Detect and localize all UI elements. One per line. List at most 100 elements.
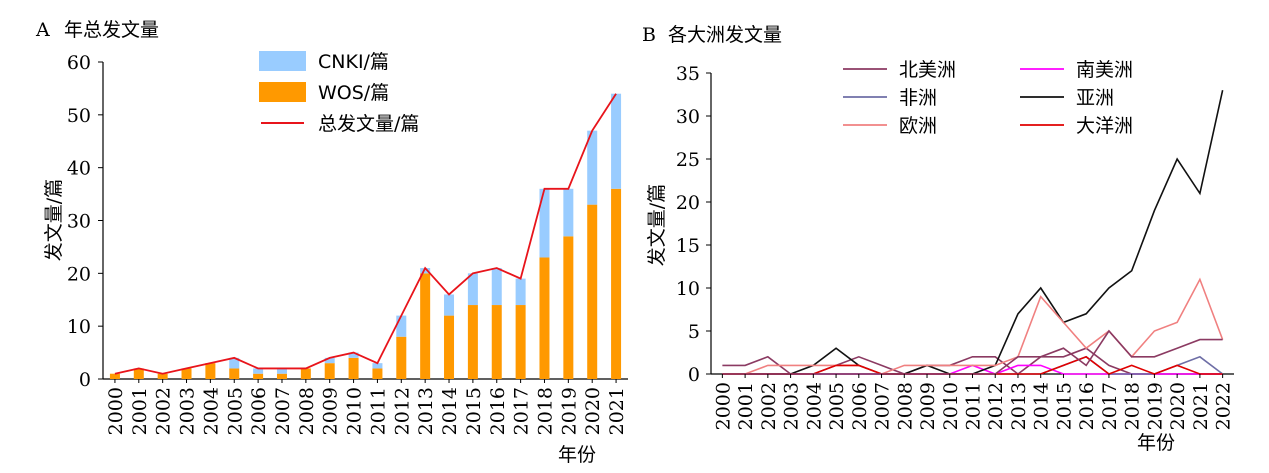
bar-cnki-2016: [491, 268, 502, 306]
bar-wos-2012: [396, 336, 407, 379]
legend-swatch-cnki: [259, 51, 306, 71]
x-tick-label: 2015: [1053, 382, 1075, 430]
bar-wos-2001: [133, 368, 144, 379]
x-tick-label: 2021: [606, 387, 628, 435]
x-tick-label: 2008: [296, 387, 318, 435]
x-tick-label: 2003: [177, 387, 199, 435]
x-tick-label: 2018: [534, 387, 556, 435]
bar-wos-2007: [276, 373, 287, 379]
x-tick-label: 2013: [415, 387, 437, 435]
y-tick-label: 50: [67, 105, 91, 127]
line-北美洲: [722, 347, 1223, 376]
y-tick-label: 15: [676, 235, 700, 257]
line-亚洲: [722, 90, 1224, 375]
panel-a-label: A: [35, 19, 50, 41]
x-tick-label: 2011: [963, 382, 985, 430]
line-extra-0: [722, 329, 1223, 375]
line-南美洲: [722, 364, 1223, 375]
bar-cnki-2014: [444, 294, 455, 316]
bar-cnki-2011: [372, 363, 383, 369]
y-tick-label: 40: [67, 158, 91, 180]
legend-label: 非洲: [899, 87, 937, 109]
x-tick-label: 2020: [1167, 382, 1189, 430]
y-tick-label: 20: [67, 263, 91, 285]
x-tick-label: 2016: [487, 387, 509, 435]
legend-label: 北美洲: [899, 59, 956, 81]
x-tick-label: 2007: [872, 382, 894, 430]
panel-b-label: B: [642, 24, 656, 46]
legend-label: 欧洲: [899, 115, 937, 137]
bar-cnki-2018: [539, 188, 550, 258]
x-tick-label: 2006: [849, 382, 871, 430]
x-tick-label: 2002: [153, 387, 175, 435]
bar-wos-2005: [229, 368, 240, 379]
x-tick-label: 2020: [582, 387, 604, 435]
bar-wos-2011: [372, 368, 383, 379]
y-tick-label: 35: [676, 63, 700, 85]
bar-cnki-2007: [276, 368, 287, 374]
x-tick-label: 2011: [367, 387, 389, 435]
y-tick-label: 60: [67, 52, 91, 74]
y-tick-label: 30: [676, 106, 700, 128]
line-欧洲: [722, 277, 1224, 375]
x-tick-label: 2003: [781, 382, 803, 430]
bar-wos-2016: [491, 305, 502, 379]
bar-cnki-2021: [611, 93, 622, 189]
x-tick-label: 2012: [985, 382, 1007, 430]
x-tick-label: 2014: [439, 387, 461, 435]
legend-label: 亚洲: [1076, 87, 1114, 109]
legend-label: CNKI/篇: [318, 51, 389, 73]
bar-wos-2009: [324, 363, 335, 379]
x-tick-label: 2006: [248, 387, 270, 435]
bar-wos-2000: [109, 373, 120, 379]
bar-cnki-2006: [253, 368, 264, 374]
bar-wos-2017: [515, 305, 526, 379]
bar-cnki-2017: [515, 278, 526, 306]
x-tick-label: 2001: [735, 382, 757, 430]
y-tick-label: 10: [676, 278, 700, 300]
x-tick-label: 2000: [105, 387, 127, 435]
bar-wos-2002: [157, 373, 168, 379]
y-tick-label: 20: [676, 192, 700, 214]
x-tick-label: 2004: [803, 382, 825, 430]
x-tick-label: 2005: [826, 382, 848, 430]
bar-cnki-2019: [563, 188, 574, 237]
panel-b-title: 各大洲发文量: [668, 24, 782, 46]
x-tick-label: 2010: [940, 382, 962, 430]
x-tick-label: 2014: [1031, 382, 1053, 430]
x-tick-label: 2015: [463, 387, 485, 435]
bar-cnki-2009: [324, 357, 335, 364]
bar-wos-2015: [467, 305, 478, 379]
x-tick-label: 2009: [917, 382, 939, 430]
bar-wos-2008: [300, 368, 311, 379]
y-axis-title: 发文量/篇: [646, 184, 668, 266]
bar-wos-2004: [205, 363, 216, 379]
legend-swatch-wos: [259, 82, 306, 102]
panel-a-title: 年总发文量: [64, 19, 159, 41]
bar-cnki-2010: [348, 352, 359, 358]
x-tick-label: 2018: [1122, 382, 1144, 430]
x-tick-label: 2004: [200, 387, 222, 435]
x-tick-label: 2005: [224, 387, 246, 435]
x-axis-title: 年份: [1137, 432, 1175, 454]
x-tick-label: 2017: [511, 387, 533, 435]
legend-label: 总发文量/篇: [318, 113, 419, 135]
x-tick-label: 2001: [129, 387, 151, 435]
bar-wos-2019: [563, 236, 574, 379]
line-total: [114, 93, 617, 375]
bar-wos-2021: [611, 188, 622, 379]
bar-wos-2003: [181, 368, 192, 379]
x-tick-label: 2007: [272, 387, 294, 435]
x-tick-label: 2000: [712, 382, 734, 430]
bar-wos-2010: [348, 357, 359, 379]
x-tick-label: 2019: [1144, 382, 1166, 430]
x-axis-title: 年份: [558, 444, 596, 466]
y-tick-label: 10: [67, 316, 91, 338]
y-tick-label: 25: [676, 149, 700, 171]
x-tick-label: 2008: [894, 382, 916, 430]
y-tick-label: 30: [67, 211, 91, 233]
bar-wos-2014: [444, 315, 455, 379]
